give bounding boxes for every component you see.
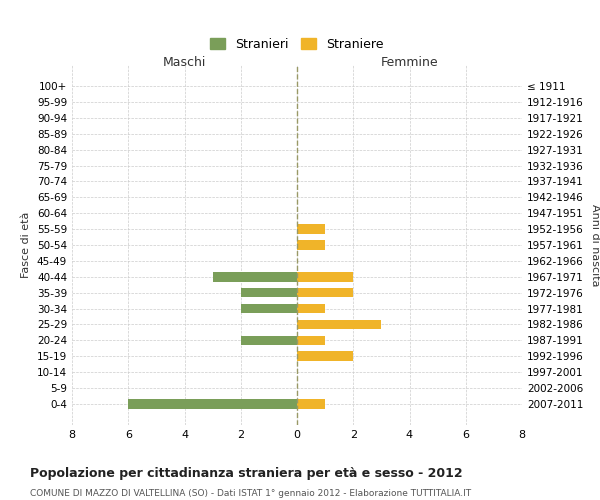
Text: Femmine: Femmine bbox=[380, 56, 439, 68]
Bar bbox=[297, 240, 325, 250]
Y-axis label: Anni di nascita: Anni di nascita bbox=[590, 204, 600, 286]
Bar bbox=[297, 336, 325, 345]
Bar bbox=[212, 272, 297, 281]
Bar bbox=[297, 320, 382, 329]
Bar bbox=[297, 399, 325, 408]
Text: COMUNE DI MAZZO DI VALTELLINA (SO) - Dati ISTAT 1° gennaio 2012 - Elaborazione T: COMUNE DI MAZZO DI VALTELLINA (SO) - Dat… bbox=[30, 489, 471, 498]
Text: Maschi: Maschi bbox=[163, 56, 206, 68]
Bar bbox=[297, 224, 325, 234]
Bar bbox=[241, 304, 297, 314]
Bar bbox=[297, 304, 325, 314]
Bar bbox=[241, 288, 297, 298]
Bar bbox=[297, 352, 353, 361]
Bar bbox=[241, 336, 297, 345]
Text: Popolazione per cittadinanza straniera per età e sesso - 2012: Popolazione per cittadinanza straniera p… bbox=[30, 468, 463, 480]
Bar bbox=[297, 288, 353, 298]
Y-axis label: Fasce di età: Fasce di età bbox=[22, 212, 31, 278]
Legend: Stranieri, Straniere: Stranieri, Straniere bbox=[204, 32, 390, 57]
Bar bbox=[128, 399, 297, 408]
Bar bbox=[297, 272, 353, 281]
